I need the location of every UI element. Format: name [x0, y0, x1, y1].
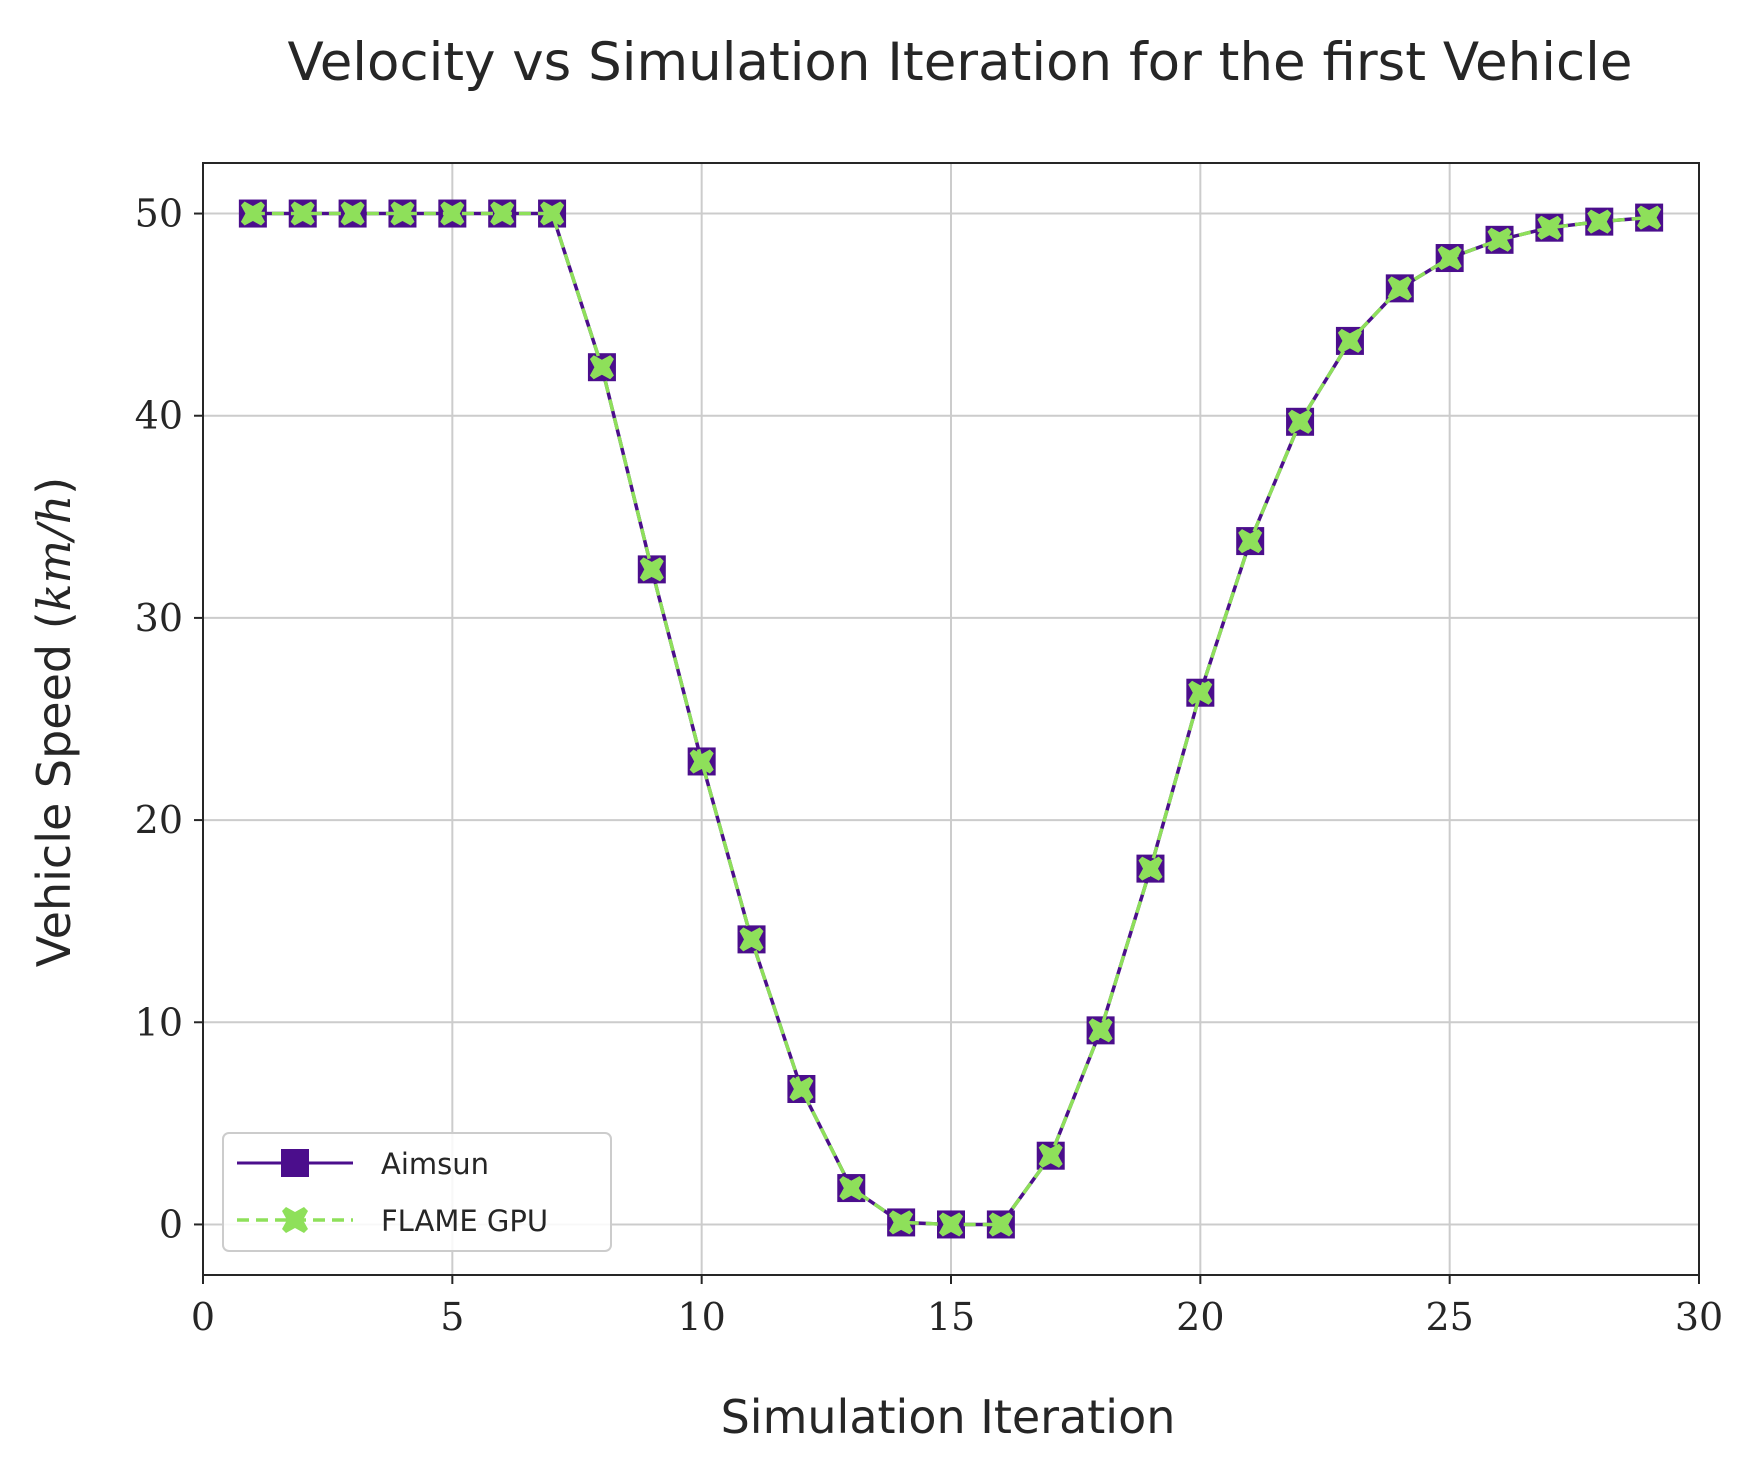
data-point-flame-gpu: [240, 201, 265, 226]
data-point-flame-gpu: [290, 201, 315, 226]
y-axis-label-unit: km/h: [27, 495, 81, 612]
ticks: 0 5 10 15 20 25 30 0 10 20 30 40 50: [135, 192, 1724, 1339]
data-point-flame-gpu: [1088, 1018, 1113, 1043]
x-tick-label: 30: [1675, 1295, 1723, 1339]
x-tick-label: 15: [927, 1295, 975, 1339]
x-tick-label: 0: [191, 1295, 215, 1339]
x-tick-label: 25: [1425, 1295, 1473, 1339]
legend-marker-flame-gpu: [282, 1207, 308, 1233]
data-point-flame-gpu: [1537, 215, 1562, 240]
data-point-flame-gpu: [1437, 246, 1462, 270]
y-axis-label-close: ): [27, 477, 81, 495]
x-tick-label: 20: [1176, 1295, 1224, 1339]
data-point-flame-gpu: [1288, 409, 1313, 434]
data-point-flame-gpu: [1587, 209, 1612, 234]
data-point-flame-gpu: [689, 749, 714, 774]
data-point-flame-gpu: [1188, 680, 1213, 705]
legend-label-flame-gpu: FLAME GPU: [381, 1204, 548, 1238]
x-tick-label: 10: [677, 1295, 725, 1339]
data-point-flame-gpu: [390, 201, 415, 226]
data-point-flame-gpu: [1038, 1143, 1063, 1168]
legend-label-aimsun: Aimsun: [381, 1147, 489, 1181]
data-point-flame-gpu: [1487, 227, 1512, 252]
legend: Aimsun FLAME GPU: [222, 1132, 612, 1252]
y-tick-label: 30: [135, 596, 183, 640]
data-point-flame-gpu: [839, 1176, 864, 1201]
data-point-flame-gpu: [490, 201, 515, 226]
series-flame-gpu: [240, 201, 1662, 1237]
y-axis-label: Vehicle Speed (km/h): [27, 477, 81, 967]
data-point-flame-gpu: [889, 1210, 914, 1235]
data-point-flame-gpu: [988, 1212, 1013, 1237]
series-layer: [238, 199, 1664, 1239]
y-tick-label: 50: [135, 192, 183, 236]
legend-marker-aimsun: [281, 1149, 309, 1177]
data-point-flame-gpu: [589, 355, 614, 380]
y-tick-label: 10: [135, 1000, 183, 1044]
legend-item-aimsun: Aimsun: [237, 1147, 489, 1181]
data-point-flame-gpu: [1387, 276, 1412, 301]
chart-title: Velocity vs Simulation Iteration for the…: [288, 32, 1633, 93]
data-point-flame-gpu: [1138, 856, 1163, 881]
y-tick-label: 0: [159, 1202, 183, 1246]
data-point-flame-gpu: [789, 1077, 814, 1101]
legend-item-flame-gpu: FLAME GPU: [237, 1204, 548, 1238]
y-tick-label: 40: [135, 394, 183, 438]
y-tick-label: 20: [135, 798, 183, 842]
data-point-flame-gpu: [639, 557, 664, 582]
data-point-flame-gpu: [939, 1212, 963, 1237]
data-point-flame-gpu: [1238, 529, 1263, 554]
data-point-flame-gpu: [1637, 205, 1662, 230]
y-axis-label-text: Vehicle Speed (: [27, 611, 81, 967]
data-point-flame-gpu: [1337, 328, 1362, 353]
x-tick-label: 5: [440, 1295, 464, 1339]
data-point-flame-gpu: [440, 201, 465, 226]
data-point-flame-gpu: [540, 201, 565, 226]
x-axis-label: Simulation Iteration: [721, 1390, 1176, 1444]
data-point-flame-gpu: [739, 927, 764, 952]
data-point-flame-gpu: [340, 201, 365, 226]
